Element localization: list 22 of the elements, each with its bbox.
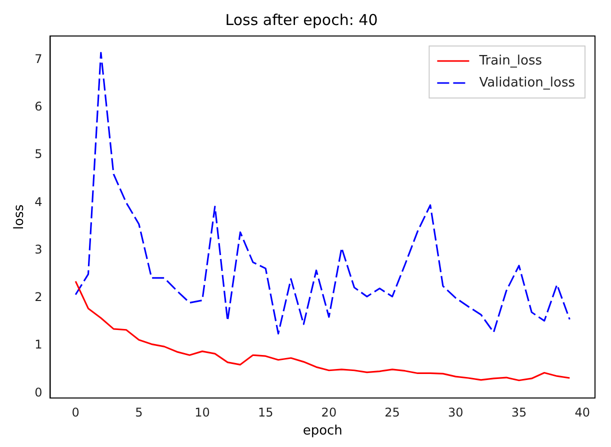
y-tick-label: 0 [34, 385, 42, 400]
y-tick-label: 2 [34, 290, 42, 304]
y-tick-label: 3 [34, 242, 42, 256]
x-tick-label: 35 [511, 405, 527, 420]
legend-label: Train_loss [478, 53, 542, 68]
x-tick-label: 40 [574, 405, 590, 420]
y-axis-title: loss [12, 204, 28, 230]
x-tick-label: 15 [258, 405, 274, 420]
x-tick-label: 30 [448, 405, 464, 420]
y-tick-label: 4 [34, 194, 42, 209]
x-tick-label: 25 [384, 405, 400, 420]
x-tick-label: 5 [135, 405, 143, 420]
y-tick-label: 5 [34, 147, 42, 162]
legend-label: Validation_loss [479, 75, 576, 90]
x-axis-title: epoch [302, 424, 342, 439]
x-tick-label: 10 [194, 405, 210, 420]
y-tick-label: 7 [34, 52, 42, 66]
chart-title: Loss after epoch: 40 [225, 10, 378, 29]
x-tick-label: 0 [72, 405, 80, 420]
x-tick-label: 20 [321, 405, 337, 420]
y-tick-label: 6 [34, 100, 42, 114]
y-tick-label: 1 [34, 338, 42, 352]
